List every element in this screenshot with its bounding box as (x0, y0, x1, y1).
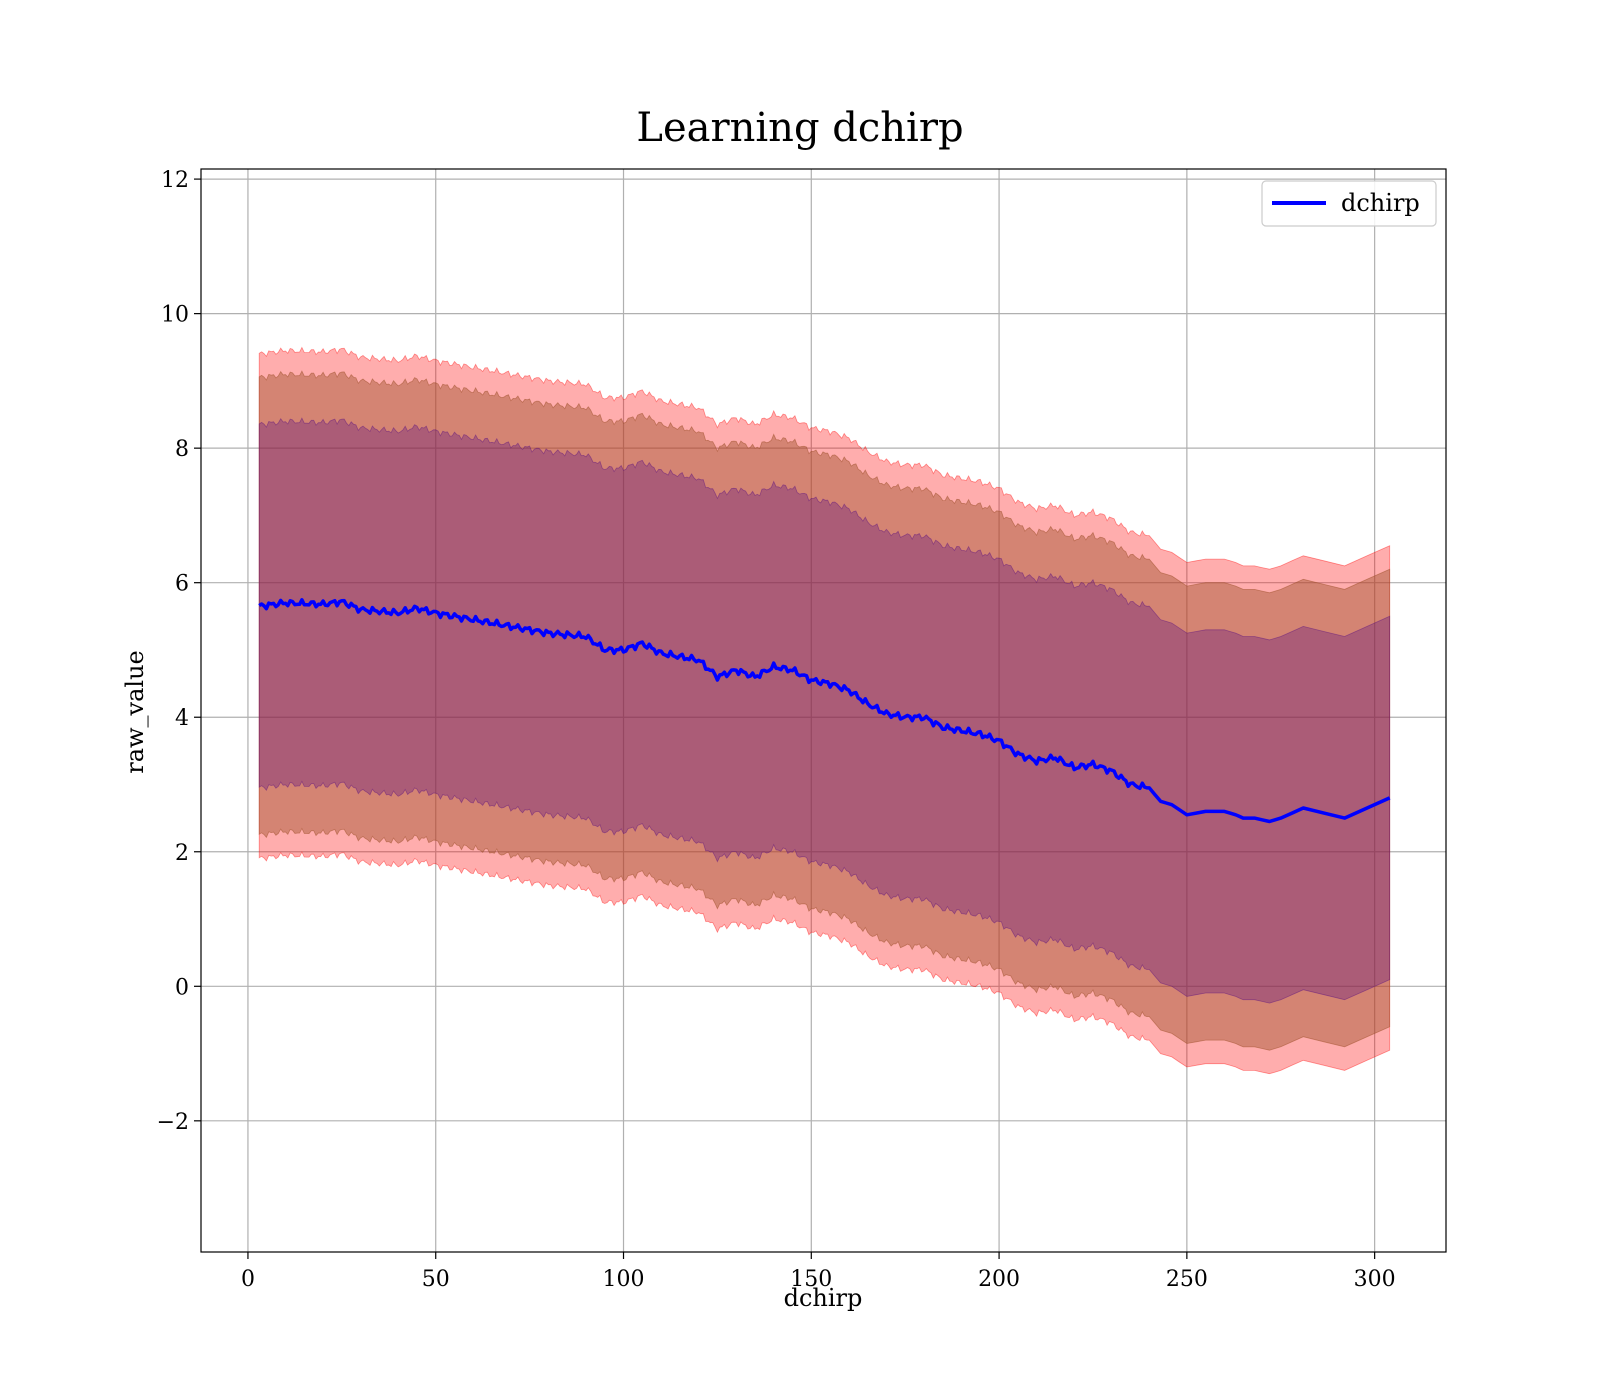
y-axis-label: raw_value (121, 650, 149, 774)
plot-frame (200, 168, 1447, 1253)
legend-box (1261, 180, 1437, 227)
y-tick-label: 4 (175, 706, 189, 731)
x-tick-label: 300 (1354, 1267, 1396, 1292)
y-tick-label: −2 (157, 1110, 189, 1135)
chart-title: Learning dchirp (636, 105, 963, 151)
y-tick-label: 0 (175, 975, 189, 1000)
x-axis-label: dchirp (784, 1284, 863, 1312)
x-tick-label: 0 (241, 1267, 255, 1292)
grid (201, 169, 1446, 1252)
x-tick-label: 50 (422, 1267, 450, 1292)
x-tick-label: 150 (790, 1267, 832, 1292)
uncertainty-bands (258, 346, 1391, 1075)
band-1 (258, 370, 1391, 1051)
legend: dchirp (1261, 180, 1437, 227)
y-tick-label: 8 (175, 437, 189, 462)
series-line-dchirp (258, 598, 1391, 824)
x-tick-label: 100 (603, 1267, 645, 1292)
series-lines (258, 598, 1391, 824)
band-0 (258, 346, 1391, 1075)
legend-entry-dchirp: dchirp (1341, 189, 1420, 217)
y-tick-label: 10 (161, 303, 189, 328)
y-tick-label: 2 (175, 841, 189, 866)
y-tick-label: 12 (161, 168, 189, 193)
y-tick-label: 6 (175, 572, 189, 597)
x-tick-label: 200 (978, 1267, 1020, 1292)
axis-ticks: 0 50 100 150 200 250 300 −2 0 2 4 6 8 10 12 (157, 168, 1396, 1292)
band-2 (258, 417, 1391, 1004)
x-tick-label: 250 (1166, 1267, 1208, 1292)
